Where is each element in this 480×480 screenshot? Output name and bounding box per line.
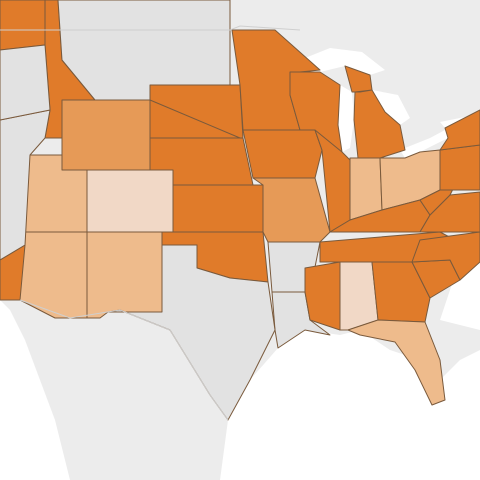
state-alabama[interactable] [339,261,379,331]
state-colorado[interactable] [86,169,174,233]
state-kansas[interactable] [172,184,264,233]
state-north-carolina[interactable] [411,231,480,281]
pacific-ocean [0,300,70,480]
state-new-york[interactable] [439,109,480,151]
state-indiana[interactable] [349,157,383,221]
lake-superior [300,48,385,75]
lake-huron [372,90,410,125]
lake-michigan [338,85,354,152]
state-new-mexico[interactable] [86,231,163,319]
state-virginia[interactable] [419,191,480,233]
state-washington[interactable] [0,0,46,51]
state-oregon[interactable] [0,44,51,121]
state-iowa[interactable] [242,129,323,179]
mexico-border-outline [19,299,229,421]
state-michigan[interactable] [344,65,406,159]
lake-erie [400,130,448,158]
state-wyoming[interactable] [61,99,151,171]
state-florida[interactable] [347,319,446,406]
state-georgia[interactable] [371,261,431,323]
canada-border-outline [0,25,301,31]
state-pennsylvania[interactable] [439,144,480,191]
state-arizona[interactable] [19,231,88,319]
state-montana[interactable] [57,0,231,101]
state-mississippi[interactable] [304,261,341,331]
states-layer[interactable] [0,0,480,421]
